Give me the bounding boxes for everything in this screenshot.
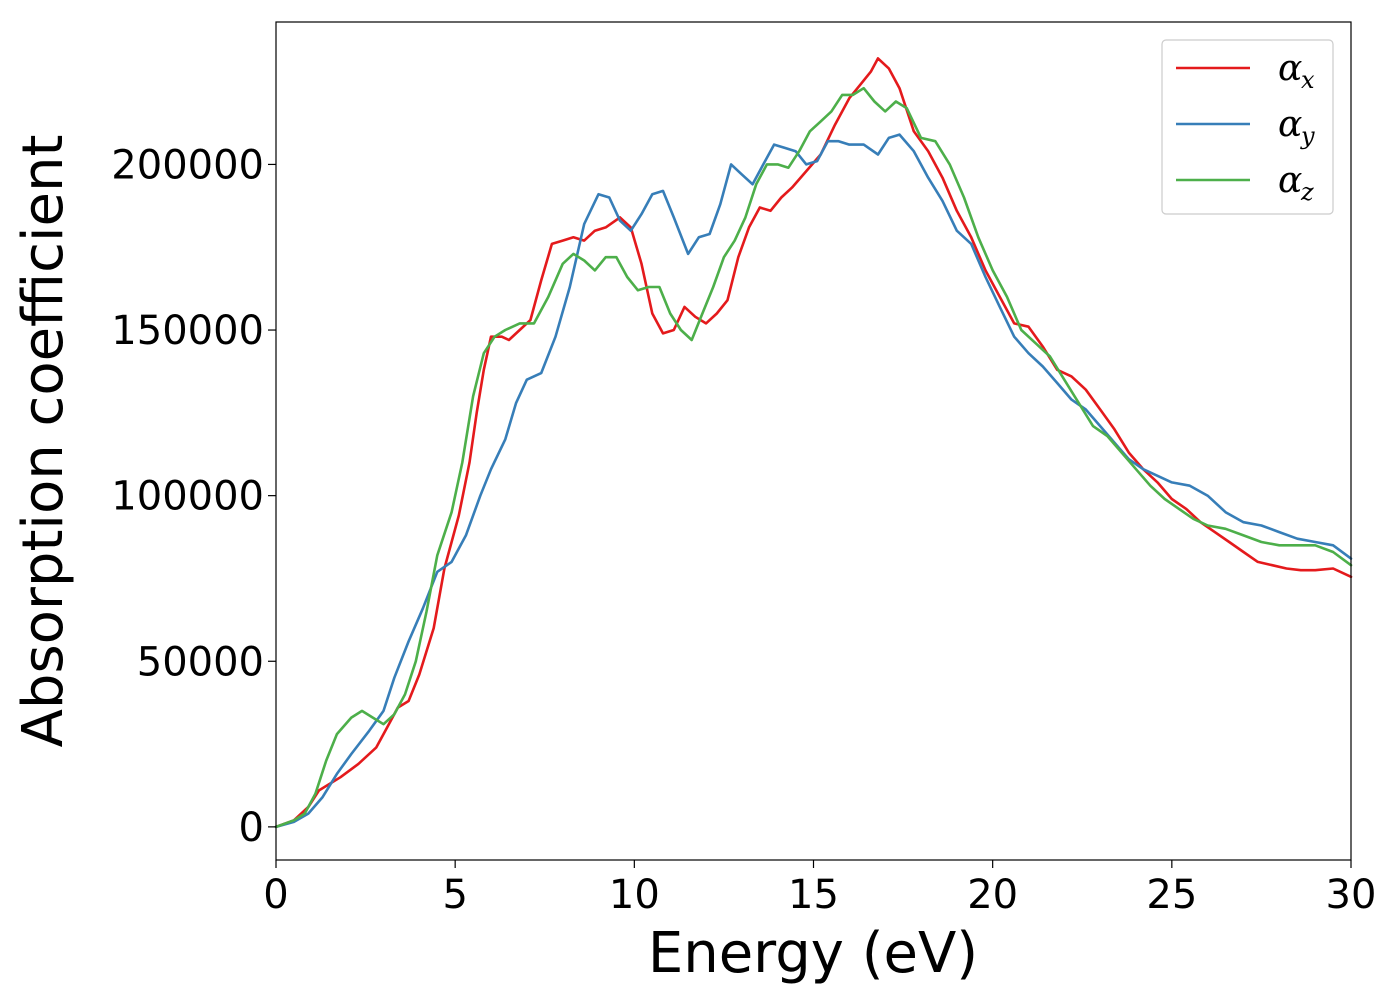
- x-tick-label: 30: [1326, 872, 1377, 918]
- legend-label-z: α: [1278, 160, 1302, 201]
- legend-subscript-x: x: [1301, 66, 1315, 94]
- series-line-z: [274, 86, 1353, 829]
- x-axis-title: Energy (eV): [648, 921, 978, 986]
- y-tick-label: 50000: [137, 639, 264, 685]
- x-tick-label: 20: [967, 872, 1018, 918]
- y-tick-label: 100000: [111, 474, 264, 520]
- legend-box: [1161, 39, 1334, 215]
- ticks-layer: 0 5 10 15 20 25 30 0 50000 100000 150000 200000: [111, 142, 1376, 918]
- x-tick-label: 10: [609, 872, 660, 918]
- y-tick-label: 200000: [111, 142, 264, 188]
- y-tick-label: 150000: [111, 308, 264, 354]
- series-line-y: [274, 133, 1353, 829]
- legend-label-y: α: [1278, 104, 1302, 145]
- legend-subscript-z: z: [1300, 178, 1314, 206]
- y-axis-title: Absorption coefficient: [11, 135, 76, 748]
- x-tick-label: 15: [788, 872, 839, 918]
- x-tick-label: 25: [1146, 872, 1197, 918]
- x-tick-label: 0: [263, 872, 288, 918]
- y-tick-label: 0: [239, 805, 264, 851]
- x-tick-label: 5: [442, 872, 467, 918]
- legend-subscript-y: y: [1300, 122, 1315, 150]
- series-layer: [274, 57, 1353, 829]
- legend-label-x: α: [1278, 48, 1302, 89]
